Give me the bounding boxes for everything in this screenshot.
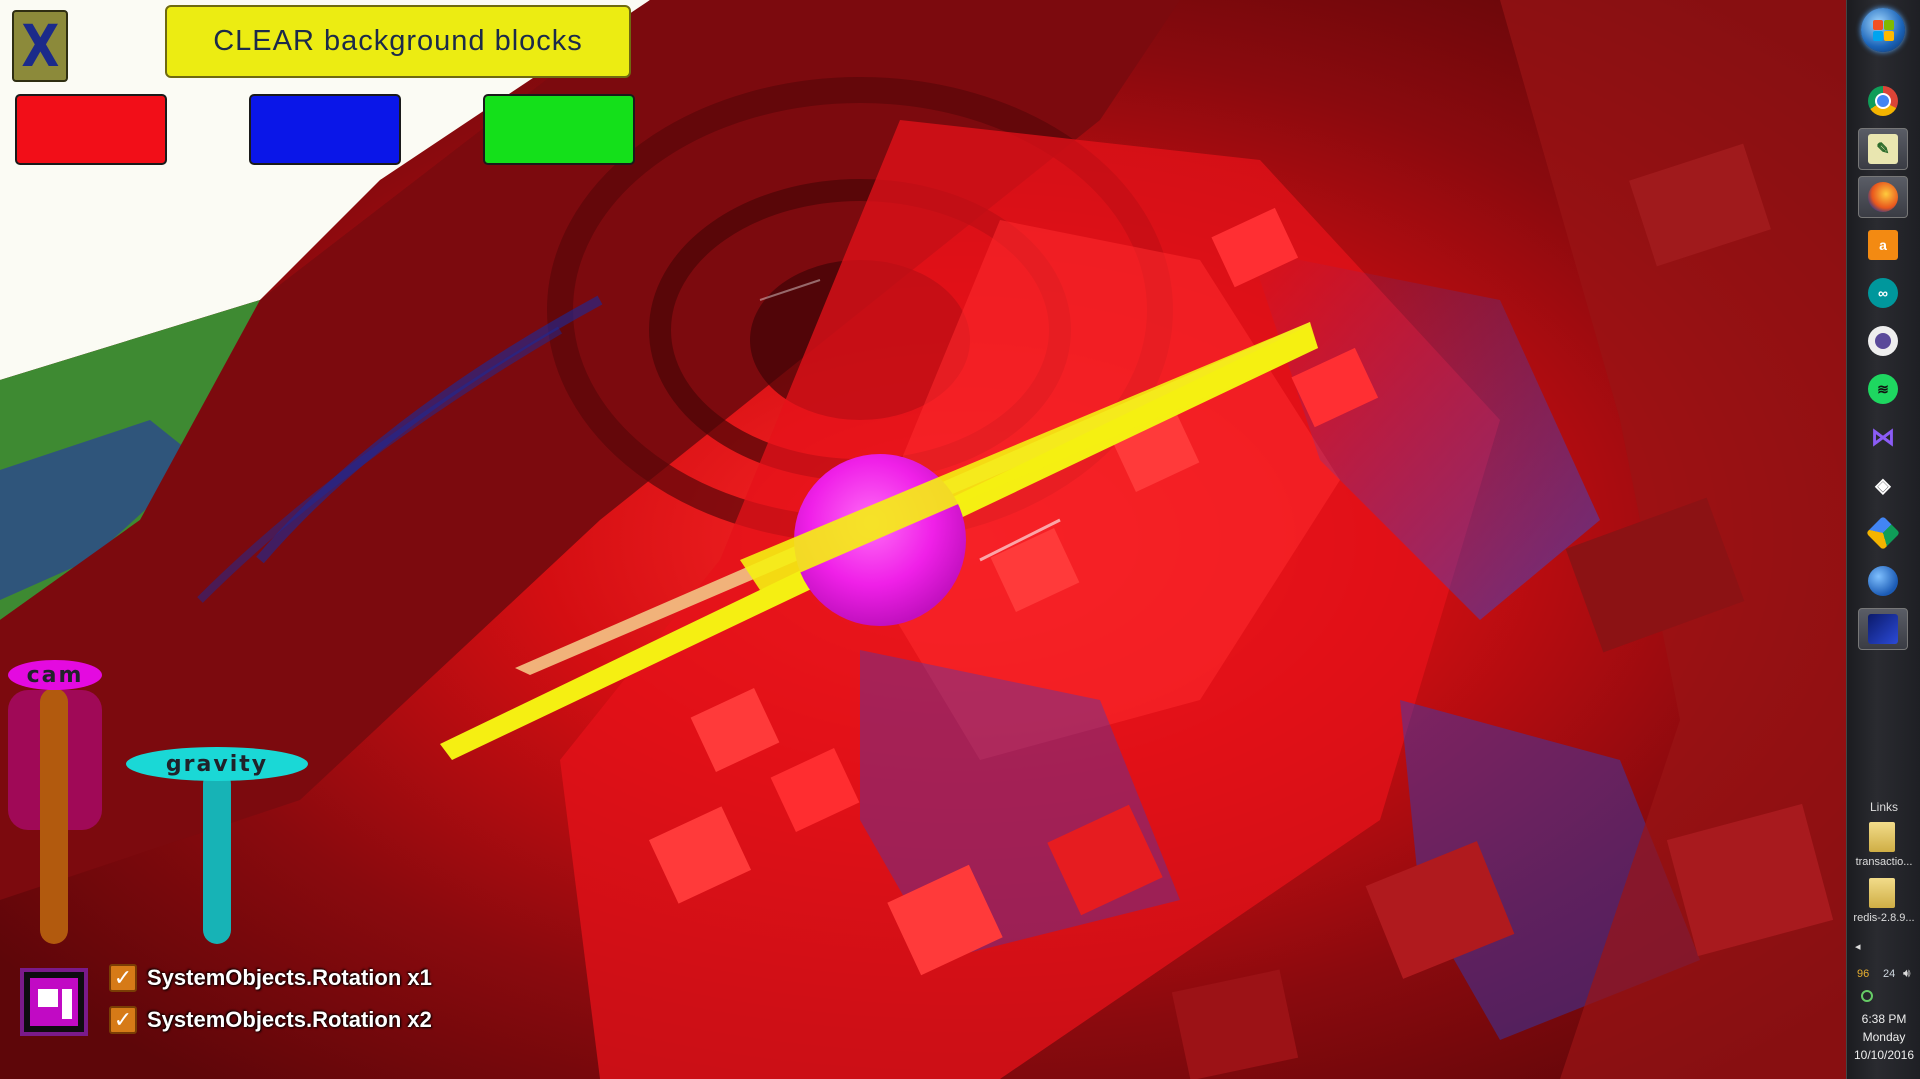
panel-toggle-button[interactable] — [20, 968, 88, 1036]
app-icon — [1868, 614, 1898, 644]
taskbar-chrome[interactable] — [1858, 80, 1908, 122]
taskbar-spotify[interactable]: ≋ — [1858, 368, 1908, 410]
globe-icon — [1868, 566, 1898, 596]
start-flag-icon-part — [1884, 20, 1894, 30]
visual-studio-icon: ⋈ — [1871, 423, 1895, 451]
taskbar-visual-studio[interactable]: ⋈ — [1858, 416, 1908, 458]
firefox-icon — [1868, 182, 1898, 212]
rotation-x1-row[interactable]: ✓ SystemObjects.Rotation x1 — [109, 964, 432, 992]
gravity-slider-track[interactable] — [203, 770, 231, 944]
folder-label-redis[interactable]: redis-2.8.9... — [1853, 912, 1915, 924]
taskbar-amazon[interactable]: a — [1858, 224, 1908, 266]
rotation-x1-label: SystemObjects.Rotation x1 — [147, 965, 432, 990]
gravity-slider-handle[interactable]: gravity — [126, 747, 308, 781]
rotation-x1-checkbox[interactable]: ✓ — [109, 964, 137, 992]
chrome-icon — [1868, 86, 1898, 116]
github-icon — [1868, 326, 1898, 356]
notepad-icon: ✎ — [1868, 134, 1898, 164]
taskbar-unity[interactable]: ◈ — [1858, 464, 1908, 506]
rotation-x2-row[interactable]: ✓ SystemObjects.Rotation x2 — [109, 1006, 432, 1034]
spotify-icon: ≋ — [1868, 374, 1898, 404]
speaker-icon[interactable]: 🔊︎ — [1903, 966, 1911, 980]
arduino-icon: ∞ — [1868, 278, 1898, 308]
rotation-x2-checkbox[interactable]: ✓ — [109, 1006, 137, 1034]
folder-icon[interactable] — [1869, 822, 1895, 852]
network-icon[interactable] — [1861, 990, 1873, 1002]
amazon-icon: a — [1868, 230, 1898, 260]
red-color-button[interactable] — [15, 94, 167, 165]
tray-number-2[interactable]: 24 — [1883, 968, 1896, 980]
green-color-button[interactable] — [483, 94, 635, 165]
unity-icon: ◈ — [1875, 474, 1891, 497]
taskbar-globe[interactable] — [1858, 560, 1908, 602]
window-icon-part — [62, 989, 72, 1019]
scene-viewport[interactable] — [0, 0, 1846, 1079]
scene-render — [0, 0, 1846, 1079]
taskbar-notepad[interactable]: ✎ — [1858, 128, 1908, 170]
folder-label-transactions[interactable]: transactio... — [1855, 856, 1913, 868]
taskbar-github[interactable] — [1858, 320, 1908, 362]
blue-color-button[interactable] — [249, 94, 401, 165]
close-label: X — [20, 12, 60, 80]
rotation-x2-label: SystemObjects.Rotation x2 — [147, 1007, 432, 1032]
start-button[interactable] — [1861, 8, 1905, 52]
clock-date[interactable]: 10/10/2016 — [1853, 1048, 1915, 1062]
taskbar-firefox[interactable] — [1858, 176, 1908, 218]
cam-slider-track[interactable] — [40, 688, 68, 944]
start-flag-icon-part — [1873, 31, 1883, 41]
start-flag-icon — [1873, 20, 1883, 30]
cam-slider-handle[interactable]: cam — [8, 660, 102, 690]
folder-icon[interactable] — [1869, 878, 1895, 908]
close-button[interactable]: X — [12, 10, 68, 82]
taskbar: ✎ a ∞ ≋ ⋈ ◈ Links transactio... redis-2.… — [1846, 0, 1920, 1079]
start-flag-icon-part — [1884, 31, 1894, 41]
window-icon-part — [38, 989, 58, 1007]
taskbar-arduino[interactable]: ∞ — [1858, 272, 1908, 314]
tray-number-1[interactable]: 96 — [1857, 968, 1870, 980]
taskbar-app[interactable] — [1858, 608, 1908, 650]
clear-background-blocks-button[interactable]: CLEAR background blocks — [165, 5, 631, 78]
taskbar-google-drive[interactable] — [1858, 512, 1908, 554]
clock-time[interactable]: 6:38 PM — [1861, 1012, 1907, 1026]
tray-expand-icon[interactable]: ◂ — [1855, 941, 1861, 953]
google-drive-icon — [1866, 516, 1900, 550]
clock-day[interactable]: Monday — [1862, 1030, 1906, 1044]
links-toolbar-label: Links — [1869, 800, 1898, 814]
